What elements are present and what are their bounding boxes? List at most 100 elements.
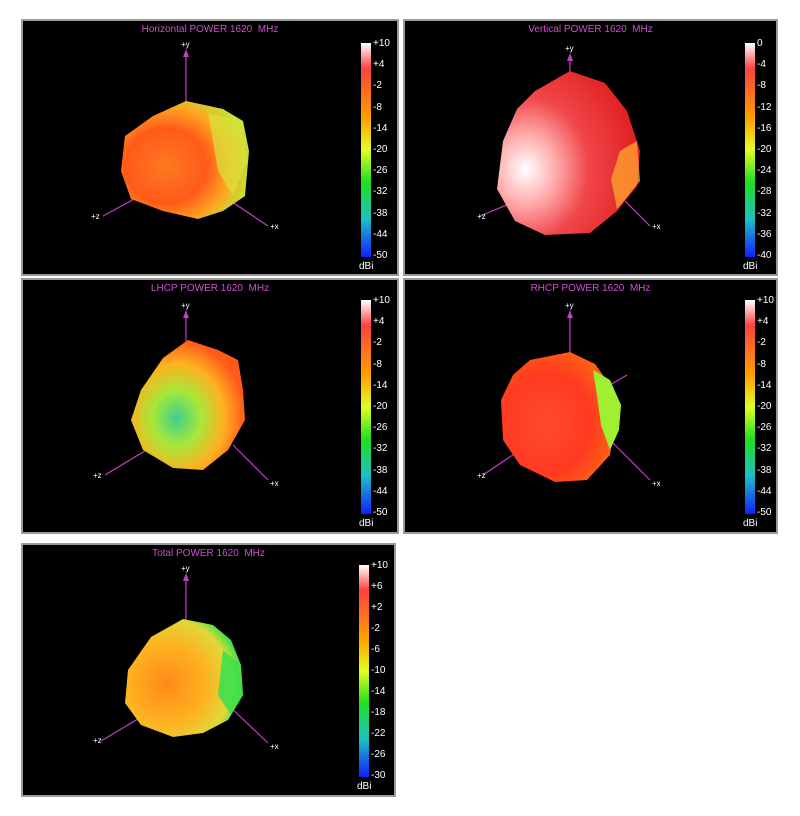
colorbar-tick-label: +10 <box>757 295 774 306</box>
colorbar-tick-label: -26 <box>373 422 388 434</box>
colorbar-tick-label: +10 <box>373 38 390 49</box>
colorbar-tick-label: -26 <box>371 749 386 760</box>
pattern-highlight <box>593 370 621 450</box>
colorbar-tick-label: -8 <box>373 358 382 370</box>
colorbar-tick-label: -44 <box>373 228 388 240</box>
colorbar <box>745 300 755 514</box>
colorbar-tick-label: +2 <box>371 602 383 613</box>
x-axis-label: +x <box>270 742 279 751</box>
colorbar-tick-label: -8 <box>757 358 766 370</box>
colorbar-tick-label: -40 <box>757 250 772 261</box>
colorbar-tick-label: -8 <box>757 80 766 92</box>
y-axis-label: +y <box>565 301 574 310</box>
colorbar-tick-label: -28 <box>757 186 772 198</box>
colorbar-tick-label: 0 <box>757 38 763 49</box>
colorbar <box>361 300 371 514</box>
colorbar-tick-label: +4 <box>757 316 769 328</box>
colorbar-unit: dBi <box>743 518 758 529</box>
colorbar-tick-label: -2 <box>373 80 382 92</box>
colorbar-tick-label: -32 <box>757 443 772 455</box>
colorbar-tick-label: -16 <box>757 122 772 134</box>
colorbar-tick-label: -44 <box>757 485 772 497</box>
colorbar-tick-label: -50 <box>373 250 388 261</box>
pattern-highlight <box>218 650 243 715</box>
x-axis-upper-line <box>609 374 628 386</box>
colorbar-tick-label: -10 <box>371 665 386 676</box>
colorbar-tick-label: -2 <box>371 623 380 634</box>
z-axis-label: +z <box>477 212 486 221</box>
colorbar-tick-label: -2 <box>373 337 382 349</box>
colorbar-tick-label: -24 <box>757 165 772 177</box>
pattern-plot <box>104 310 269 481</box>
colorbar-unit: dBi <box>359 518 374 529</box>
colorbar-tick-label: -50 <box>373 507 388 518</box>
total-power-panel: Total POWER 1620 MHz +y +z +x <box>21 543 396 797</box>
colorbar-tick-label: -8 <box>373 101 382 113</box>
colorbar-tick-label: -2 <box>757 337 766 349</box>
y-axis-arrow <box>567 53 573 61</box>
y-axis-label: +y <box>181 40 190 49</box>
x-axis-line <box>609 439 651 481</box>
colorbar-tick-label: -26 <box>373 165 388 177</box>
pattern-plot <box>479 53 651 235</box>
colorbar-tick-label: -36 <box>757 228 772 240</box>
x-axis-label: +x <box>270 222 279 231</box>
colorbar-tick-label: -14 <box>757 379 772 391</box>
x-axis-label: +x <box>652 479 661 488</box>
pattern-plot <box>482 310 651 482</box>
colorbar-tick-label: -22 <box>371 728 386 739</box>
horizontal-power-panel: Horizontal POWER 1620 MHz +y +z +x <box>21 19 399 276</box>
radiation-pattern-surface <box>125 619 243 737</box>
colorbar-tick-label: -38 <box>757 464 772 476</box>
colorbar-tick-label: -44 <box>373 485 388 497</box>
pattern-plot <box>102 49 269 227</box>
y-axis-arrow <box>567 310 573 318</box>
colorbar-tick-label: +10 <box>371 560 388 571</box>
colorbar-tick-label: -6 <box>371 644 380 655</box>
y-axis-label: +y <box>181 301 190 310</box>
vertical-power-panel: Vertical POWER 1620 MHz +y +z +x <box>403 19 778 276</box>
y-axis-arrow <box>183 310 189 318</box>
pattern-highlight <box>611 141 640 209</box>
colorbar-tick-label: -14 <box>373 379 388 391</box>
colorbar-tick-label: -50 <box>757 507 772 518</box>
colorbar-tick-label: -14 <box>371 686 386 697</box>
chart-title: Horizontal POWER 1620 MHz <box>141 24 279 35</box>
lhcp-power-panel: LHCP POWER 1620 MHz +y +z +x <box>21 278 399 534</box>
colorbar-tick-label: -32 <box>373 443 388 455</box>
colorbar-tick-label: +4 <box>373 59 385 71</box>
y-axis-label: +y <box>181 564 190 573</box>
colorbar <box>745 43 755 257</box>
colorbar-tick-label: -20 <box>373 144 388 155</box>
colorbar-tick-label: -32 <box>373 186 388 198</box>
y-axis-arrow <box>183 49 189 57</box>
radiation-pattern-surface <box>131 340 245 470</box>
colorbar-unit: dBi <box>357 781 372 792</box>
pattern-highlight <box>208 113 247 196</box>
chart-title: Total POWER 1620 MHz <box>152 548 265 559</box>
colorbar-tick-label: -38 <box>373 207 388 219</box>
y-axis-label: +y <box>565 44 574 53</box>
colorbar-tick-label: -26 <box>757 422 772 434</box>
colorbar-tick-label: -32 <box>757 207 772 219</box>
colorbar-tick-label: -14 <box>373 122 388 134</box>
colorbar-tick-label: -38 <box>373 464 388 476</box>
pattern-plot <box>100 573 269 744</box>
chart-title: LHCP POWER 1620 MHz <box>150 283 270 294</box>
chart-title: Vertical POWER 1620 MHz <box>528 24 653 35</box>
colorbar <box>361 43 371 257</box>
colorbar-tick-label: -30 <box>371 770 386 781</box>
radiation-pattern-surface <box>497 71 640 235</box>
colorbar-tick-label: +6 <box>371 581 383 592</box>
colorbar-tick-label: +4 <box>373 316 385 328</box>
colorbar-tick-label: -20 <box>373 401 388 412</box>
colorbar-tick-label: -12 <box>757 101 772 113</box>
chart-title: RHCP POWER 1620 MHz <box>530 283 651 294</box>
x-axis-label: +x <box>652 222 661 231</box>
z-axis-label: +z <box>477 471 486 480</box>
colorbar-unit: dBi <box>359 261 374 272</box>
z-axis-label: +z <box>93 471 102 480</box>
y-axis-arrow <box>183 573 189 581</box>
colorbar-tick-label: -18 <box>371 707 386 718</box>
colorbar-tick-label: -20 <box>757 144 772 155</box>
